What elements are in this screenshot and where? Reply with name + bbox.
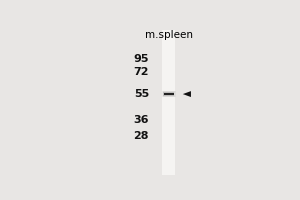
Bar	[164, 93, 174, 95]
Text: m.spleen: m.spleen	[145, 30, 193, 40]
Polygon shape	[183, 91, 191, 97]
Text: 36: 36	[134, 115, 149, 125]
Text: 55: 55	[134, 89, 149, 99]
Bar	[163, 92, 174, 96]
Text: 28: 28	[134, 131, 149, 141]
Text: 72: 72	[134, 67, 149, 77]
Bar	[163, 30, 175, 175]
Text: 95: 95	[134, 54, 149, 64]
Bar	[162, 91, 176, 97]
Bar	[163, 91, 175, 97]
